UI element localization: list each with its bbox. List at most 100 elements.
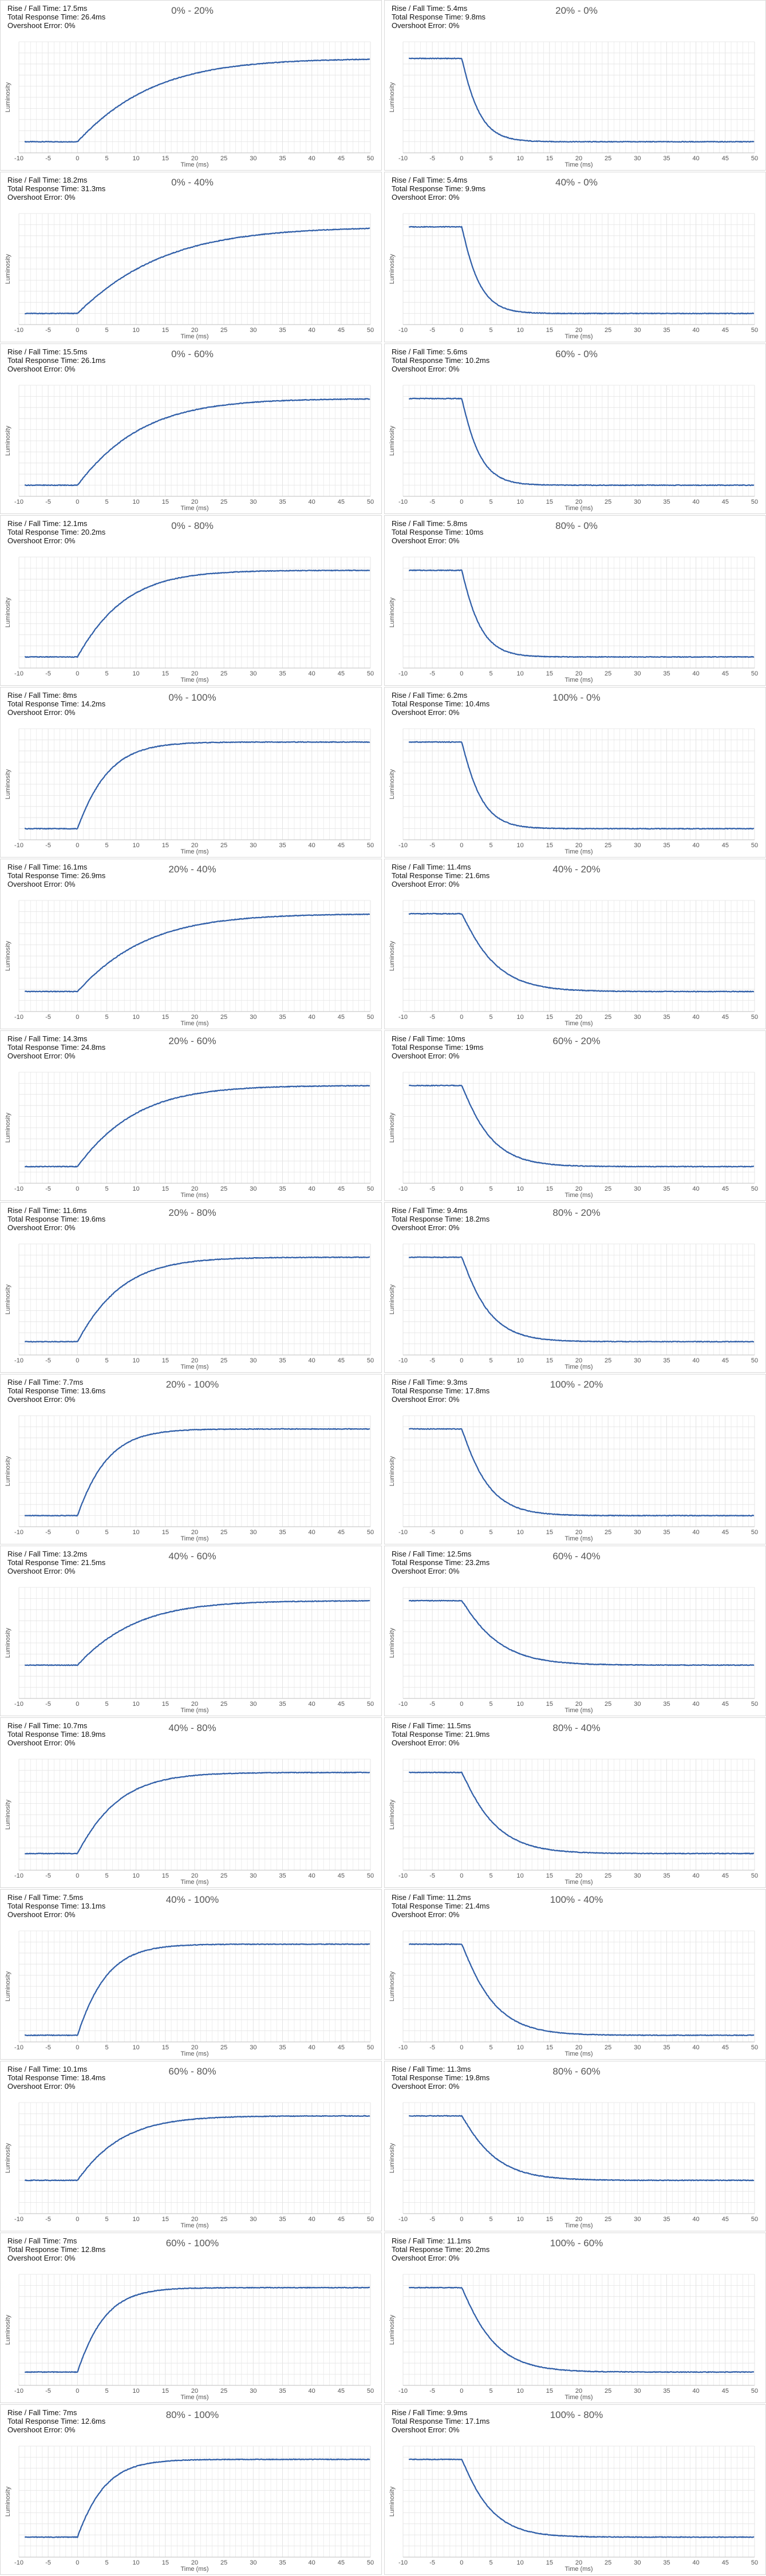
x-tick-label: 45 <box>338 2559 345 2566</box>
total-response-time-label: Total Response Time: <box>7 1730 81 1739</box>
chart-title: 20% - 60% <box>168 1036 216 1046</box>
x-tick-label: 5 <box>105 842 108 849</box>
total-response-time-label: Total Response Time: <box>7 1043 81 1052</box>
total-response-time: Total Response Time: 21.9ms <box>392 1730 489 1739</box>
x-tick-label: 25 <box>605 1357 611 1364</box>
overshoot-error: Overshoot Error: 0% <box>7 1567 105 1575</box>
x-tick-label: 40 <box>693 1186 700 1192</box>
x-tick-label: 25 <box>605 155 611 162</box>
chart-panel: Rise / Fall Time: 11.2ms Total Response T… <box>384 1889 766 2060</box>
total-response-time-label: Total Response Time: <box>7 1902 81 1910</box>
x-tick-label: 35 <box>663 2044 670 2051</box>
x-tick-label: 45 <box>338 2388 345 2395</box>
response-curve <box>25 913 370 993</box>
x-tick-label: 40 <box>309 1529 315 1536</box>
x-tick-label: 30 <box>250 1529 256 1536</box>
chart-svg: -10 -5 0 5 10 15 20 25 30 35 40 45 50 Time (ms) Lumino… <box>5 213 374 340</box>
x-tick-label: 10 <box>133 2388 140 2395</box>
x-tick-label: 40 <box>693 2044 700 2051</box>
x-tick-label: 0 <box>76 2388 79 2395</box>
x-tick-label: 25 <box>220 1872 227 1879</box>
x-tick-label: 40 <box>309 2044 315 2051</box>
x-tick-label: 15 <box>162 1872 169 1879</box>
x-tick-label: 40 <box>309 670 315 677</box>
overshoot-error: Overshoot Error: 0% <box>392 365 489 373</box>
overshoot-error-label: Overshoot Error: <box>392 1910 449 1919</box>
x-tick-label: 30 <box>634 2044 641 2051</box>
x-tick-label: 5 <box>105 327 108 334</box>
y-axis-label: Luminosity <box>5 82 11 112</box>
x-tick-label: 15 <box>546 1872 553 1879</box>
y-axis-label: Luminosity <box>5 254 11 284</box>
response-curve <box>25 2286 370 2373</box>
x-tick-label: 0 <box>460 2388 463 2395</box>
x-tick-label: 20 <box>191 1701 198 1708</box>
x-tick-label: 5 <box>489 1186 492 1192</box>
rise-fall-time: Rise / Fall Time: 5.8ms <box>392 519 483 528</box>
overshoot-error-label: Overshoot Error: <box>7 1223 65 1232</box>
x-tick-label: 5 <box>489 842 492 849</box>
total-response-time-value: 20.2ms <box>81 528 106 536</box>
x-tick-label: 35 <box>279 2044 286 2051</box>
overshoot-error-label: Overshoot Error: <box>392 2082 449 2091</box>
response-curve <box>25 569 370 658</box>
x-axis-label: Time (ms) <box>180 505 208 512</box>
x-tick-label: -5 <box>45 2216 51 2223</box>
x-tick-label: 15 <box>162 2388 169 2395</box>
x-tick-label: 20 <box>575 327 582 334</box>
response-curve <box>409 226 755 315</box>
x-tick-label: 30 <box>634 1701 641 1708</box>
rise-fall-time-label: Rise / Fall Time: <box>7 519 63 528</box>
total-response-time-label: Total Response Time: <box>7 700 81 708</box>
x-tick-label: 35 <box>279 1186 286 1192</box>
total-response-time-label: Total Response Time: <box>392 871 465 880</box>
x-tick-label: 35 <box>663 499 670 505</box>
x-tick-label: 50 <box>751 2388 758 2395</box>
x-tick-label: 20 <box>575 2044 582 2051</box>
x-tick-label: 0 <box>460 842 463 849</box>
y-axis-label: Luminosity <box>389 1627 396 1658</box>
chart-title: 60% - 0% <box>555 349 598 359</box>
x-tick-label: 30 <box>634 1357 641 1364</box>
overshoot-error-label: Overshoot Error: <box>392 1052 449 1060</box>
measurement-info: Rise / Fall Time: 16.1ms Total Response T… <box>7 863 105 888</box>
x-axis-label: Time (ms) <box>564 848 593 855</box>
chart-panel: Rise / Fall Time: 9.4ms Total Response Ti… <box>384 1202 766 1373</box>
chart-title: 100% - 60% <box>550 2238 603 2249</box>
x-tick-label: 40 <box>309 1357 315 1364</box>
x-axis-label: Time (ms) <box>564 2050 593 2057</box>
x-tick-label: 10 <box>517 2388 524 2395</box>
chart-panel: Rise / Fall Time: 6.2ms Total Response Ti… <box>384 687 766 858</box>
chart-title: 0% - 100% <box>168 692 216 703</box>
rise-fall-time-label: Rise / Fall Time: <box>7 2408 63 2417</box>
x-axis-label: Time (ms) <box>564 2222 593 2229</box>
x-tick-label: 5 <box>489 2216 492 2223</box>
overshoot-error-label: Overshoot Error: <box>392 1739 449 1747</box>
chart-svg: -10 -5 0 5 10 15 20 25 30 35 40 45 50 Time (ms) Lumino… <box>5 41 374 168</box>
chart-title: 0% - 80% <box>171 520 214 531</box>
x-tick-label: 45 <box>338 2044 345 2051</box>
total-response-time: Total Response Time: 26.1ms <box>7 356 105 365</box>
x-tick-label: 30 <box>634 842 641 849</box>
x-tick-label: 35 <box>279 670 286 677</box>
chart-svg: -10 -5 0 5 10 15 20 25 30 35 40 45 50 Time (ms) Lumino… <box>389 1587 758 1714</box>
chart-title: 20% - 0% <box>555 5 598 16</box>
x-axis-label: Time (ms) <box>564 2566 593 2573</box>
rise-fall-time: Rise / Fall Time: 11.6ms <box>7 1206 105 1215</box>
x-tick-label: -5 <box>429 1357 435 1364</box>
x-tick-label: 25 <box>605 2044 611 2051</box>
x-tick-label: 20 <box>191 2559 198 2566</box>
x-tick-label: -5 <box>429 2044 435 2051</box>
x-tick-label: 10 <box>517 670 524 677</box>
overshoot-error: Overshoot Error: 0% <box>392 193 485 202</box>
x-axis-label: Time (ms) <box>180 1879 208 1886</box>
x-tick-label: 35 <box>279 2216 286 2223</box>
x-tick-label: 40 <box>309 327 315 334</box>
x-tick-label: 5 <box>105 1872 108 1879</box>
rise-fall-time-value: 12.5ms <box>447 1550 472 1558</box>
x-tick-label: -5 <box>45 1186 51 1192</box>
chart-panel: Rise / Fall Time: 10ms Total Response Tim… <box>384 1030 766 1201</box>
x-axis-label: Time (ms) <box>180 2050 208 2057</box>
total-response-time-value: 9.9ms <box>465 184 486 193</box>
measurement-info: Rise / Fall Time: 17.5ms Total Response T… <box>7 4 105 30</box>
